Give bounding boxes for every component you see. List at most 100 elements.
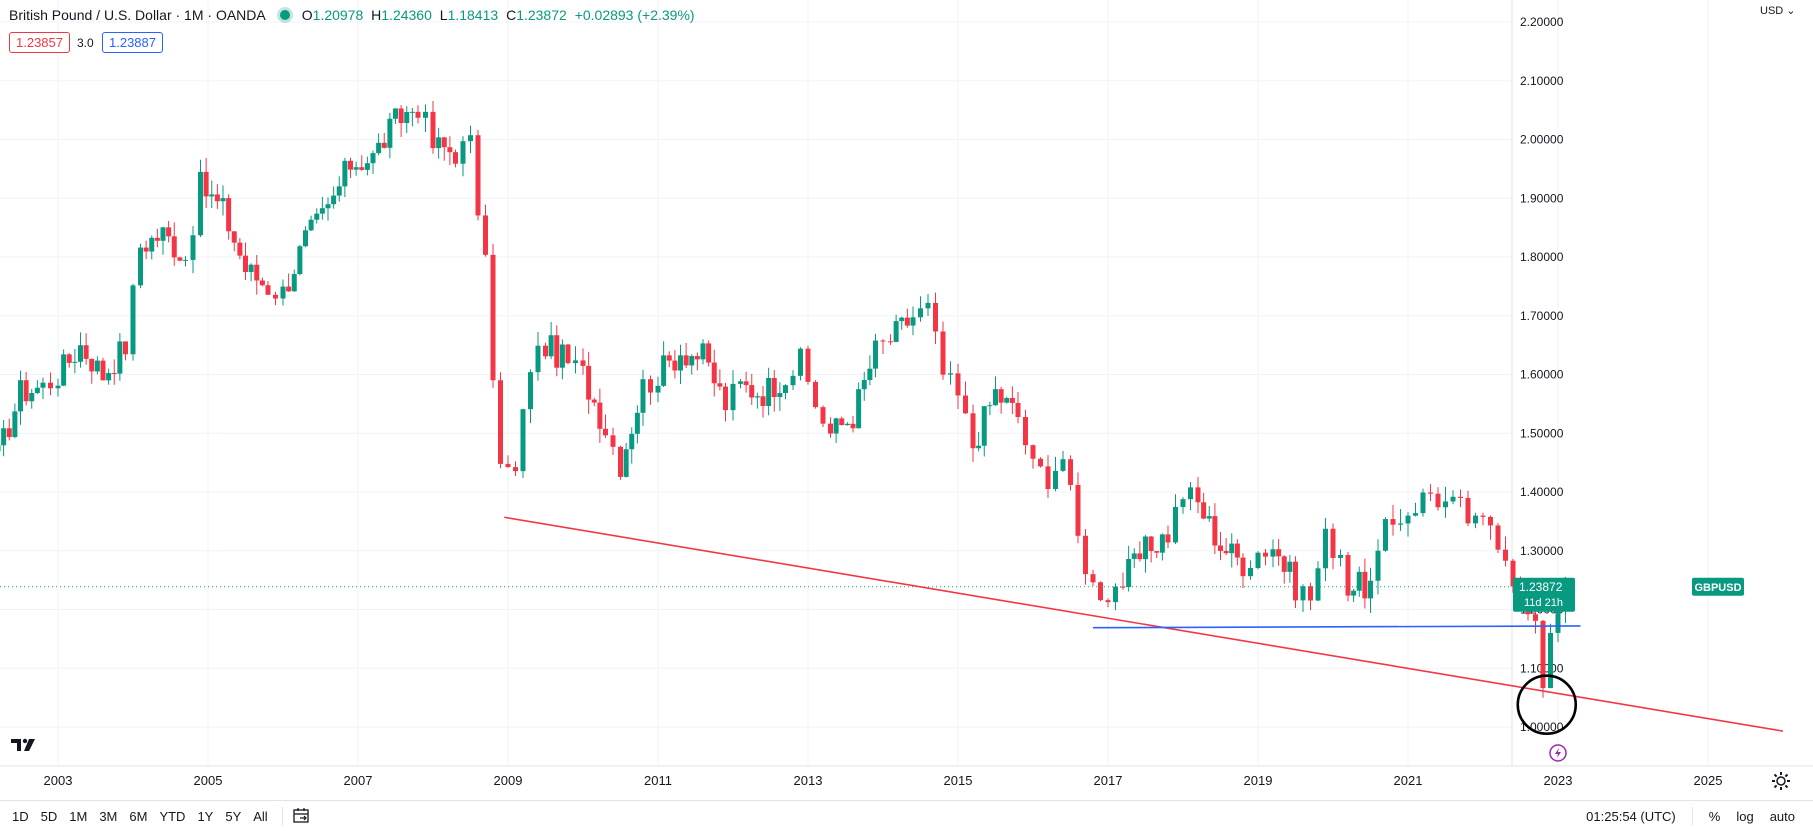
y-tick-label: 1.70000 [1520,309,1564,323]
candle-body [325,204,331,209]
candle-body [623,449,629,477]
candle-body [925,302,931,309]
candle-body [1480,515,1486,517]
candle-body [1450,496,1456,502]
goto-date-icon[interactable] [291,807,311,825]
range-all[interactable]: All [253,808,268,824]
x-tick-label: 2013 [794,773,823,788]
close-value: 1.23872 [516,7,567,23]
sell-price-button[interactable]: 1.23857 [9,32,70,53]
candle-body [1060,459,1066,471]
range-5d[interactable]: 5D [40,808,58,824]
candle-body [1540,620,1546,689]
candle-body [483,215,488,255]
candle-body [850,423,856,429]
candle-body [1015,402,1021,418]
candle-body [1137,553,1143,560]
market-status-icon [279,10,290,20]
price-chart[interactable]: 1.000001.100001.200001.300001.400001.500… [0,0,1813,800]
candle-body [678,355,683,371]
range-6m[interactable]: 6M [129,808,148,824]
timeframe-range-selector: 1D 5D 1M 3M 6M YTD 1Y 5Y All [6,806,274,827]
candle-body [190,235,196,260]
y-tick-label: 1.50000 [1520,426,1564,440]
auto-scale-toggle[interactable]: auto [1769,808,1795,824]
candle-body [273,294,278,299]
candle-body [1323,528,1328,569]
candle-body [1420,492,1426,514]
candle-body [319,208,325,214]
candle-body [749,385,755,398]
candle-body [34,387,40,394]
candle-body [717,383,723,387]
candle-body [689,356,695,366]
candle-body [1405,515,1411,524]
gear-icon[interactable] [1770,770,1792,792]
candle-body [117,341,123,374]
candle-body [1180,499,1186,507]
candle-body [828,423,833,434]
candle-body [1126,558,1132,588]
candle-body [171,236,177,258]
log-scale-toggle[interactable]: log [1736,808,1754,824]
candle-body [1362,571,1368,599]
candle-body [844,423,850,426]
candle-body [376,142,382,154]
currency-selector[interactable]: USD ⌄ [1760,4,1796,17]
candle-body [798,348,803,376]
candle-body [48,382,53,389]
candle-body [777,393,783,398]
range-1d[interactable]: 1D [12,808,29,824]
candle-body [543,345,548,357]
y-tick-label: 1.40000 [1520,485,1564,499]
y-tick-label: 1.80000 [1520,250,1564,264]
percent-scale-toggle[interactable]: % [1708,808,1721,824]
candle-body [1154,551,1160,553]
high-label: H [371,7,382,23]
candle-body [976,445,982,449]
y-tick-label: 1.60000 [1520,368,1564,382]
x-tick-label: 2011 [644,773,672,788]
candle-body [1458,496,1463,498]
range-ytd[interactable]: YTD [159,808,186,824]
candle-body [993,389,998,406]
symbol-tag-bg [1692,577,1744,596]
candle-body [888,341,893,343]
candle-body [586,365,592,400]
blue-support-line[interactable] [1092,625,1581,629]
candle-body [55,385,61,389]
clock-time[interactable]: 01:25:54 (UTC) [1586,808,1676,824]
tradingview-logo-icon[interactable] [9,733,39,755]
price-tag-value: 1.23872 [1519,580,1563,594]
change-value: +0.02893 (+2.39%) [574,7,695,23]
candle-body [711,362,717,384]
range-5y[interactable]: 5Y [225,808,242,824]
candle-body [237,242,243,256]
range-1m[interactable]: 1M [69,808,88,824]
buy-price-button[interactable]: 1.23887 [102,32,163,53]
candle-body [214,194,220,202]
candle-body [893,321,899,342]
range-1y[interactable]: 1Y [197,808,214,824]
range-3m[interactable]: 3M [99,808,118,824]
red-trendline[interactable] [504,516,1784,732]
symbol-title[interactable]: British Pound / U.S. Dollar · 1M · OANDA [9,7,266,23]
candle-body [1234,543,1240,558]
close-label: C [506,7,517,23]
candle-body [839,418,845,426]
candle-body [867,368,873,381]
low-label: L [439,7,448,23]
symbol-tag-label: GBPUSD [1694,582,1741,594]
candle-body [910,317,916,326]
candle-body [409,111,415,113]
price-tag-countdown: 11d 21h [1524,597,1563,609]
candle-body [661,355,667,386]
candle-body [1105,600,1111,603]
candle-body [393,108,398,119]
candle-body [904,317,910,326]
candle-body [453,152,458,164]
candle-body [441,137,447,148]
candle-body [106,373,112,381]
candle-body [1159,534,1165,553]
highlight-circle[interactable] [1516,674,1578,735]
